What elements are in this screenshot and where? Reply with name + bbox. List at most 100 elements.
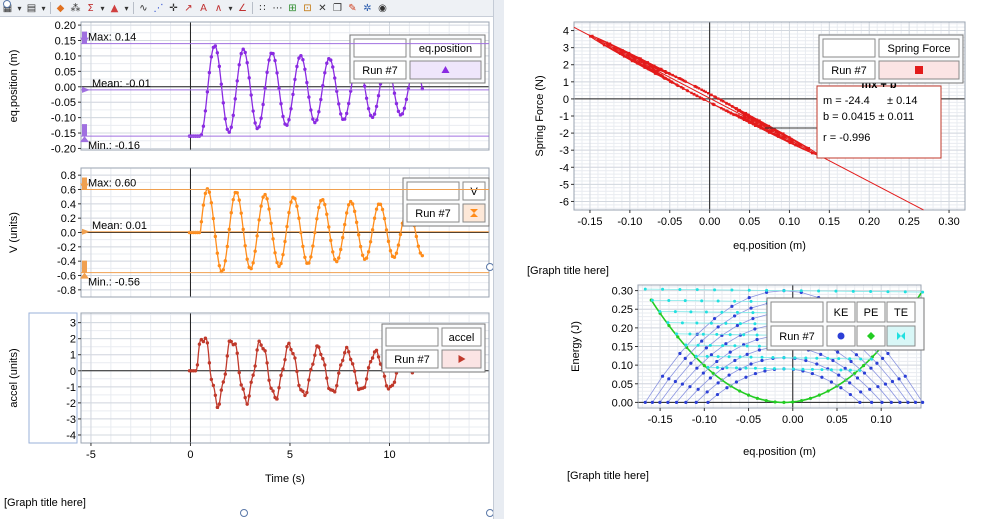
data-point [215,405,220,410]
delete-icon[interactable]: ✕ [318,2,327,14]
interpolate-icon[interactable]: ⁂ [70,2,81,14]
legend-blank-cell [406,181,460,201]
legend-0[interactable]: eq.position Run #7 [349,34,486,84]
data-point [223,117,227,121]
fit-intercept: b = 0.0415 ± 0.011 [823,111,914,123]
data-point [711,371,715,375]
pin-icon[interactable]: ✎ [348,2,357,14]
legend-marker-cell [462,203,486,223]
v-min-arrow-icon[interactable] [80,272,89,279]
spring-graph-title[interactable]: [Graph title here] [527,265,609,277]
scatter-icon[interactable]: ∷ [259,2,266,14]
data-point [418,251,423,255]
pos-max-arrow-icon[interactable] [80,37,89,44]
settings-icon[interactable]: ✲ [363,2,372,14]
model-icon[interactable]: ↗ [184,2,193,14]
data-point [235,79,239,83]
data-point [756,122,759,125]
spring-legend[interactable]: Spring Force Run #7 [818,34,964,84]
annotation-icon[interactable]: A [200,2,207,14]
data-point [664,71,668,74]
data-point [744,117,747,120]
data-point [311,362,315,366]
data-point [705,354,709,358]
data-point [656,68,660,72]
energy-legend[interactable]: Run #7 KE PE TE [766,297,925,351]
legend-run-cell [406,203,460,223]
data-point [745,113,749,116]
data-point [767,124,771,128]
crop-icon[interactable]: ⊡ [303,2,312,14]
data-point [392,255,397,259]
data-point [858,400,862,405]
data-point [311,117,315,121]
bowtie-marker [897,332,905,340]
pos-mean-label: Mean: -0.01 [92,78,151,90]
dropdown-icon[interactable]: ▾ [41,3,46,13]
crosshair-icon[interactable]: ✛ [169,2,178,14]
resize-handle[interactable] [240,509,248,517]
data-point [755,118,759,121]
legend-2[interactable]: accel Run #7 [381,323,486,373]
data-point [848,357,852,361]
data-point [237,370,241,375]
color-icon[interactable]: ◆ [56,2,65,14]
data-point [239,383,243,387]
data-point [859,390,863,394]
left-graph-title[interactable]: [Graph title here] [4,497,86,509]
resize-handle[interactable] [3,0,11,8]
v-min-label: Min.: -0.56 [88,277,140,289]
data-point [281,252,285,257]
save-icon[interactable]: ▤ [26,2,37,14]
data-point [695,288,699,292]
zoom-icon[interactable]: ⊞ [288,2,297,14]
fft-icon[interactable]: ∧ [214,2,223,14]
curve-fit-box[interactable]: mx + bm = -24.4 ± 0.14b = 0.0415 ± 0.011r… [765,79,942,159]
view-icon[interactable]: ◉ [378,2,387,14]
dropdown-icon[interactable]: ▾ [17,3,22,13]
data-point [849,359,853,364]
data-point [747,295,751,300]
energy-graph-title[interactable]: [Graph title here] [567,470,649,482]
pos-mean-arrow-icon[interactable] [82,86,90,93]
v-mean-arrow-icon[interactable] [82,228,90,235]
integral-icon[interactable]: ▲ [110,2,119,14]
legend-run-cell [385,349,439,369]
data-point [869,366,873,370]
dropdown-icon[interactable]: ▾ [228,3,233,13]
copy-icon[interactable]: ❐ [333,2,342,14]
data-point [309,108,313,112]
data-point [197,342,202,346]
data-point [352,369,357,373]
data-point [684,80,687,83]
data-point [724,321,728,325]
v-max-arrow-icon[interactable] [80,183,89,190]
graph-options-icon[interactable]: ▦ [2,2,13,14]
data-point [921,400,925,405]
data-point [704,90,707,94]
dropdown-icon[interactable]: ▾ [100,3,105,13]
statistics-icon[interactable]: Σ [87,2,94,14]
pos-min-arrow-icon[interactable] [80,136,89,143]
data-point [706,400,710,405]
data-point [207,190,212,194]
dropdown-icon[interactable]: ▾ [124,3,129,13]
data-point [690,91,693,95]
data-point [398,232,403,237]
y-tick-label: 0.05 [612,379,633,391]
tangent-icon[interactable]: ∿ [139,2,148,14]
data-point [591,34,594,38]
data-point [771,129,774,132]
strikethrough-icon[interactable]: ⋯ [272,2,283,14]
data-point [676,335,680,339]
data-point [235,191,239,195]
data-point [674,400,679,405]
legend-1[interactable]: V Run #7 [402,177,490,227]
y-tick-label: 0.00 [612,397,633,409]
data-point [760,358,764,363]
data-point [757,348,762,352]
delta-icon[interactable]: ∠ [238,2,247,14]
curve-fit-icon[interactable]: ⋰ [153,2,164,14]
data-point [329,58,333,62]
